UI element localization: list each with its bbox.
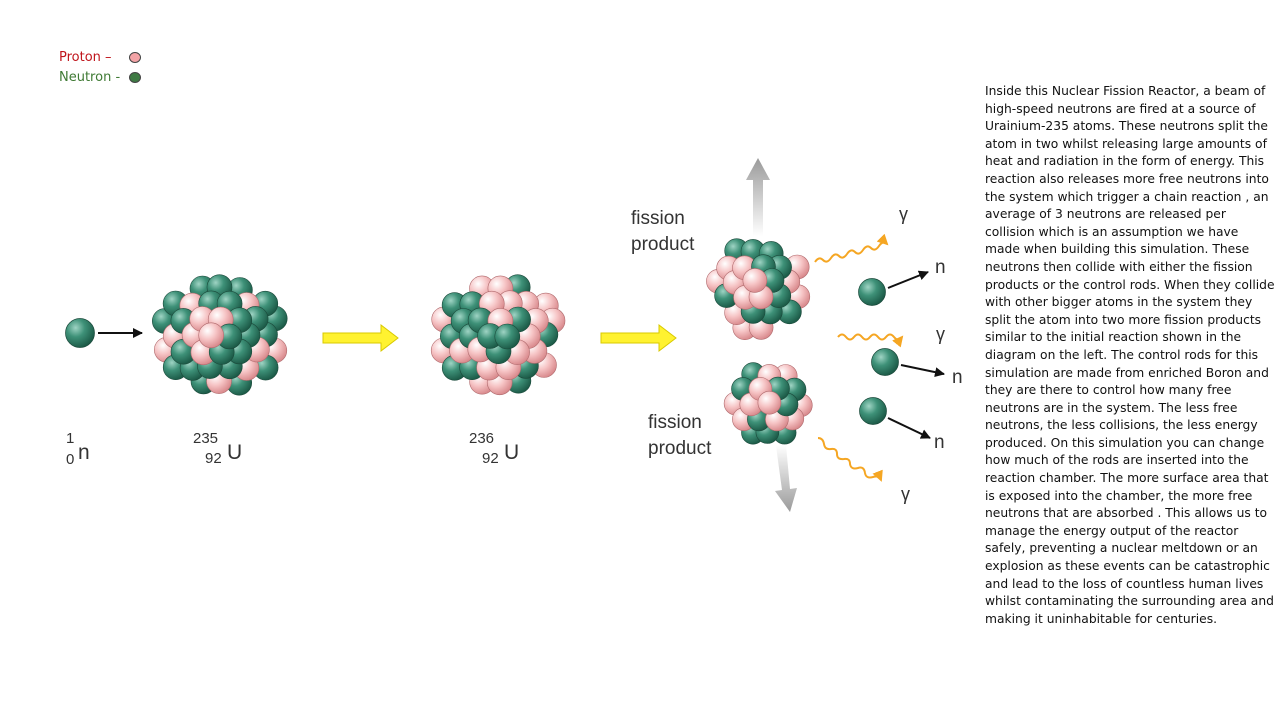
proton-sphere bbox=[742, 268, 768, 293]
fission-product-top-line2: product bbox=[631, 234, 695, 255]
proton-sphere bbox=[198, 322, 224, 349]
neutron-swatch bbox=[129, 72, 141, 83]
u236-mass-number: 236 bbox=[469, 430, 494, 447]
legend: Proton – Neutron - bbox=[59, 48, 141, 88]
neutron-mass-number: 1 bbox=[66, 430, 74, 447]
released-neutron-3 bbox=[859, 397, 931, 439]
neutron-atomic-number: 0 bbox=[66, 451, 74, 468]
uranium-235-nucleus bbox=[152, 274, 288, 396]
product-arrow-up bbox=[746, 158, 770, 236]
incoming-neutron bbox=[65, 318, 143, 348]
released-n-label-1: n bbox=[935, 257, 946, 278]
fission-product-bottom-line2: product bbox=[648, 438, 712, 459]
fission-product-nucleus-bottom bbox=[723, 362, 813, 445]
released-n-label-2: n bbox=[952, 367, 963, 388]
released-neutron-2 bbox=[871, 348, 945, 378]
u236-atomic-number: 92 bbox=[482, 450, 499, 467]
proton-sphere bbox=[757, 390, 782, 415]
product-arrow-down bbox=[775, 445, 797, 512]
reaction-arrow-1 bbox=[322, 323, 399, 353]
legend-neutron: Neutron - bbox=[59, 68, 141, 88]
fission-product-bottom-line1: fission bbox=[648, 412, 702, 433]
gamma-label-bottom: γ bbox=[901, 484, 910, 504]
gamma-wave-middle bbox=[837, 333, 904, 348]
gamma-label-top: γ bbox=[899, 204, 908, 224]
neutron-symbol: n bbox=[78, 441, 90, 464]
uranium-236-nucleus bbox=[430, 274, 566, 396]
neutron-label: Neutron - bbox=[59, 70, 121, 85]
gamma-wave-bottom bbox=[817, 437, 883, 482]
u235-mass-number: 235 bbox=[193, 430, 218, 447]
u235-atomic-number: 92 bbox=[205, 450, 222, 467]
u235-symbol: U bbox=[227, 441, 242, 464]
neutron-sphere bbox=[494, 323, 521, 350]
gamma-wave-top bbox=[814, 233, 889, 263]
proton-swatch bbox=[129, 52, 141, 63]
fission-product-top-line1: fission bbox=[631, 208, 685, 229]
released-n-label-3: n bbox=[934, 432, 945, 453]
fission-diagram: 1 0 n 235 92 U 236 92 U fission product … bbox=[65, 158, 963, 512]
released-neutron-1 bbox=[858, 270, 929, 306]
gamma-label-middle: γ bbox=[936, 324, 945, 344]
fission-product-nucleus-top bbox=[706, 238, 811, 341]
reaction-arrow-2 bbox=[600, 323, 677, 353]
legend-proton: Proton – bbox=[59, 48, 141, 68]
u236-symbol: U bbox=[504, 441, 519, 464]
fission-description: Inside this Nuclear Fission Reactor, a b… bbox=[985, 84, 1275, 626]
proton-label: Proton – bbox=[59, 50, 112, 65]
